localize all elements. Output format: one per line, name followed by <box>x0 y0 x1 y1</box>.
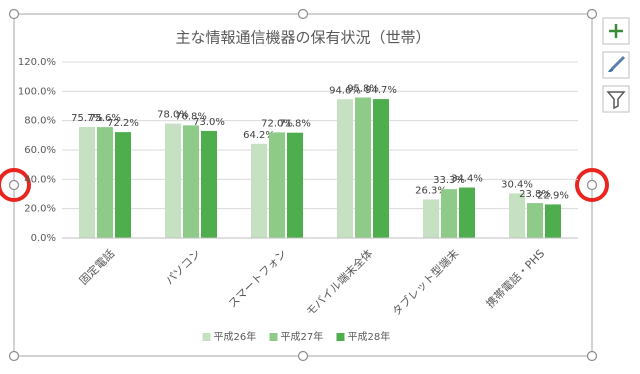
data-label: 34.4% <box>451 174 483 185</box>
legend-swatch <box>336 333 345 341</box>
bar <box>355 97 371 238</box>
data-label: 94.7% <box>365 85 397 96</box>
data-label: 71.8% <box>279 119 311 130</box>
y-tick-label: 20.0% <box>24 204 56 215</box>
legend-label: 平成28年 <box>348 330 391 343</box>
y-tick-label: 60.0% <box>24 145 56 156</box>
chart-styles-button[interactable] <box>602 51 630 79</box>
highlight-circle <box>0 168 31 202</box>
bar <box>97 127 113 238</box>
data-label: 30.4% <box>501 179 533 190</box>
y-tick-label: 80.0% <box>24 116 56 127</box>
y-tick-label: 40.0% <box>24 174 56 185</box>
bar <box>337 99 353 239</box>
bar <box>287 132 303 238</box>
handle[interactable] <box>297 8 309 20</box>
data-label: 78.0% <box>157 110 189 121</box>
y-tick-label: 0.0% <box>31 233 56 244</box>
y-tick-label: 120.0% <box>18 57 56 68</box>
bar <box>423 199 439 238</box>
data-label: 75.6% <box>89 113 121 124</box>
handle[interactable] <box>586 350 598 362</box>
chart-elements-button[interactable] <box>602 17 630 45</box>
handle[interactable] <box>8 179 20 191</box>
data-label: 23.8% <box>519 189 551 200</box>
resize-handles <box>8 8 598 362</box>
bar <box>79 126 95 238</box>
data-label: 94.6% <box>329 85 361 96</box>
handle[interactable] <box>297 350 309 362</box>
bar <box>201 130 217 238</box>
bar <box>251 143 267 238</box>
bar <box>441 189 457 238</box>
legend-label: 平成27年 <box>281 330 324 343</box>
handle[interactable] <box>8 8 20 20</box>
data-label: 72.2% <box>107 118 139 129</box>
bar <box>527 203 543 238</box>
bar <box>459 187 475 238</box>
bar <box>115 132 131 238</box>
legend-swatch <box>202 333 211 341</box>
chart-filters-button[interactable] <box>602 85 630 113</box>
chart-title: 主な情報通信機器の保有状況（世帯） <box>175 29 430 47</box>
data-label: 22.9% <box>537 190 569 201</box>
data-label: 73.0% <box>193 117 225 128</box>
highlight-circle <box>575 168 609 202</box>
data-label: 95.8% <box>347 83 379 94</box>
y-tick-label: 100.0% <box>18 86 56 97</box>
bar <box>373 99 389 239</box>
bar <box>509 193 525 238</box>
handle[interactable] <box>8 350 20 362</box>
legend-label: 平成26年 <box>214 330 257 343</box>
handle[interactable] <box>586 179 598 191</box>
data-label: 26.3% <box>415 185 447 196</box>
handle[interactable] <box>586 8 598 20</box>
legend-swatch <box>269 333 278 341</box>
bar <box>545 204 561 238</box>
data-label: 72.0% <box>261 118 293 129</box>
bar <box>183 125 199 238</box>
data-label: 64.2% <box>243 130 275 141</box>
data-label: 75.7% <box>71 113 103 124</box>
data-label: 33.3% <box>433 175 465 186</box>
data-label: 76.8% <box>175 111 207 122</box>
bar <box>269 132 285 238</box>
bar <box>165 123 181 238</box>
